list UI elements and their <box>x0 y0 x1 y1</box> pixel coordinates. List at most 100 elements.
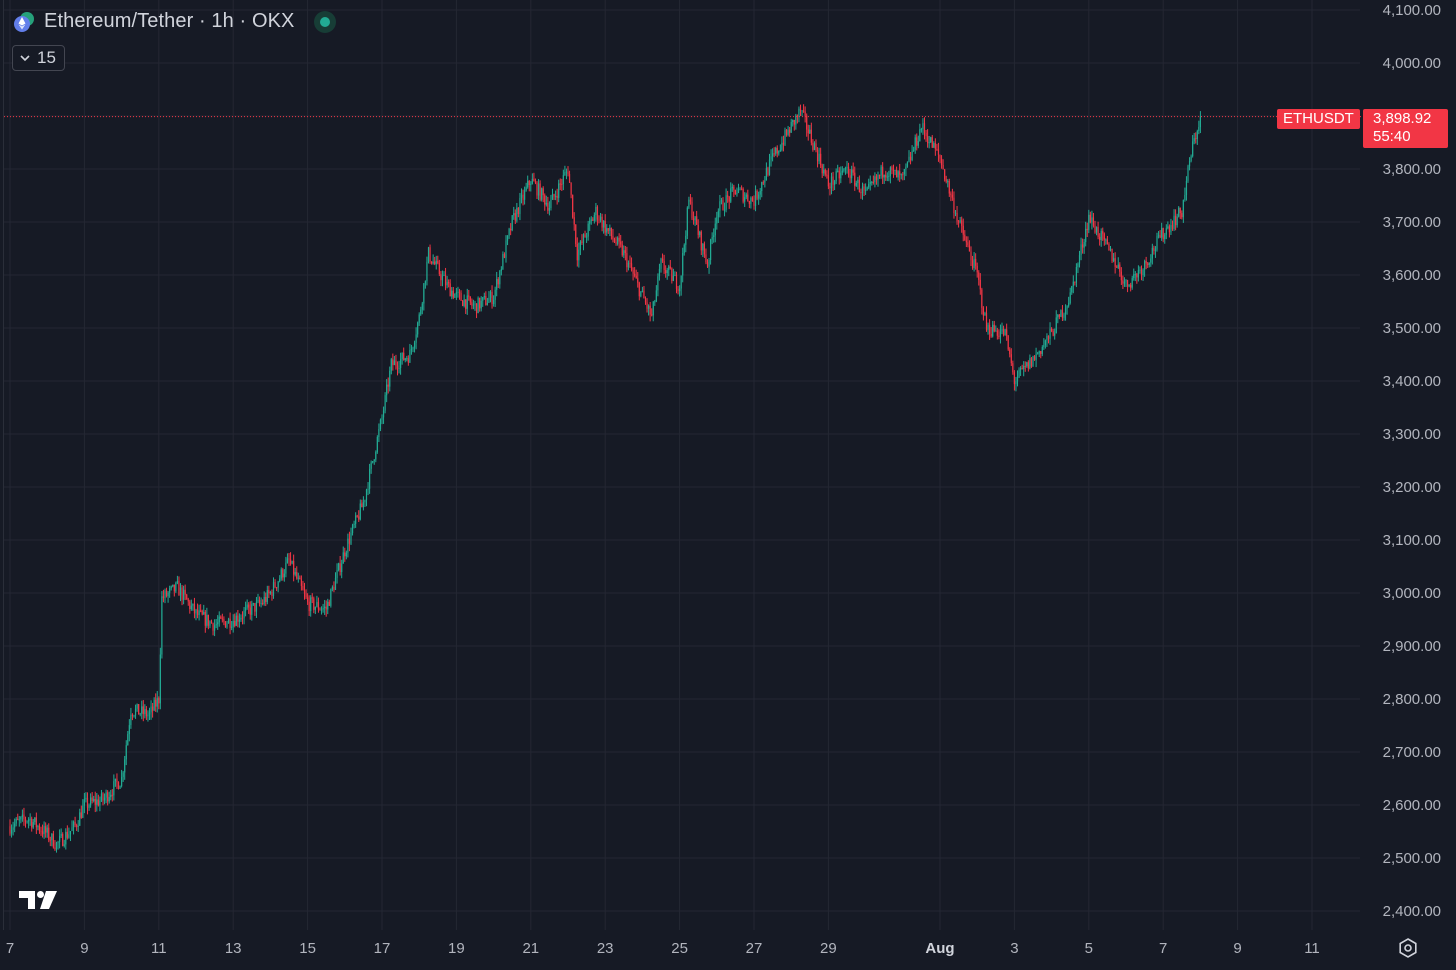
candle-body <box>1165 228 1167 235</box>
candle-body <box>449 283 451 297</box>
candle-body <box>1162 227 1164 240</box>
candle-body <box>719 201 721 211</box>
candle-body <box>703 243 705 255</box>
candle-body <box>1089 214 1091 223</box>
candle-body <box>1182 200 1184 218</box>
candle-body <box>1037 353 1039 355</box>
candle-body <box>400 359 402 368</box>
candle-body <box>866 187 868 191</box>
candle-body <box>683 244 685 253</box>
candle-body <box>584 234 586 238</box>
candle-body <box>121 776 123 787</box>
candle-body <box>1002 328 1005 335</box>
candle-body <box>812 142 814 150</box>
price-axis-label: 2,600.00 <box>1383 797 1441 814</box>
price-axis-label: 3,400.00 <box>1383 373 1441 390</box>
candle-body <box>1051 328 1053 332</box>
candle-body <box>336 570 338 578</box>
candle-body <box>1178 207 1180 217</box>
candle-body <box>787 129 789 135</box>
price-axis-label: 2,500.00 <box>1383 850 1441 867</box>
candle-body <box>156 698 158 707</box>
candle-body <box>959 220 961 222</box>
candle-body <box>863 186 865 191</box>
candle-body <box>672 275 674 281</box>
candle-body <box>638 282 640 297</box>
candle-body <box>558 183 560 198</box>
symbol-title[interactable]: Ethereum/Tether · 1h · OKX <box>44 10 295 32</box>
candle-body <box>818 153 820 162</box>
candle-body <box>454 293 456 298</box>
candle-body <box>878 174 881 176</box>
candle-body <box>389 370 391 387</box>
candle-body <box>872 181 874 183</box>
candle-body <box>125 745 127 760</box>
candle-body <box>1035 353 1037 360</box>
candle-body <box>562 175 564 185</box>
candle-body <box>801 110 803 112</box>
candle-body <box>49 839 51 841</box>
candle-body <box>34 817 36 823</box>
candle-body <box>745 194 747 198</box>
candle-body <box>542 188 544 196</box>
candle-body <box>192 603 194 606</box>
candle-body <box>837 170 839 172</box>
candle-body <box>516 207 518 221</box>
candle-body <box>1134 274 1136 276</box>
candle-body <box>486 302 488 305</box>
candle-body <box>144 709 146 715</box>
candle-body <box>885 174 887 178</box>
candle-body <box>550 199 552 208</box>
candle-body <box>195 609 197 614</box>
candle-body <box>1046 335 1048 341</box>
candle-body <box>438 263 440 275</box>
ethereum-coin-icon <box>14 11 36 33</box>
candle-body <box>90 797 92 806</box>
candle-body <box>1113 258 1115 262</box>
candles <box>9 104 1201 853</box>
candle-body <box>1060 310 1062 317</box>
candle-body <box>1145 260 1147 264</box>
price-axis-label: 3,300.00 <box>1383 426 1441 443</box>
candle-body <box>1164 234 1166 240</box>
candle-body <box>314 606 316 610</box>
indicators-collapse-button[interactable]: 15 <box>12 45 65 71</box>
tradingview-logo[interactable] <box>18 888 60 917</box>
candle-body <box>266 590 268 602</box>
candle-body <box>559 183 561 185</box>
candle-body <box>280 569 282 579</box>
candle-body <box>14 823 16 828</box>
candle-body <box>544 195 546 205</box>
candle-body <box>409 350 411 363</box>
candle-body <box>897 171 899 178</box>
candle-body <box>345 552 347 557</box>
candle-body <box>1192 141 1194 157</box>
candle-body <box>423 283 425 304</box>
candle-body <box>471 302 473 306</box>
candle-body <box>728 196 730 202</box>
candle-body <box>813 143 816 150</box>
candle-body <box>936 148 938 150</box>
candle-body <box>1198 127 1200 132</box>
candle-body <box>463 299 465 306</box>
candle-body <box>355 515 357 524</box>
candle-body <box>534 181 537 183</box>
candle-body <box>91 797 93 801</box>
candle-body <box>1018 369 1020 378</box>
candle-body <box>446 282 448 286</box>
candle-body <box>685 235 687 245</box>
candle-body <box>148 712 151 715</box>
candle-body <box>1190 156 1192 162</box>
candle-body <box>556 195 558 198</box>
candle-body <box>223 619 225 622</box>
candle-body <box>1139 269 1141 271</box>
settings-icon[interactable] <box>1396 936 1420 960</box>
candle-body <box>906 161 909 167</box>
candle-body <box>530 183 532 186</box>
candle-body <box>489 291 492 298</box>
candle-body <box>547 203 549 211</box>
candle-body <box>361 503 363 508</box>
candle-body <box>768 159 771 175</box>
